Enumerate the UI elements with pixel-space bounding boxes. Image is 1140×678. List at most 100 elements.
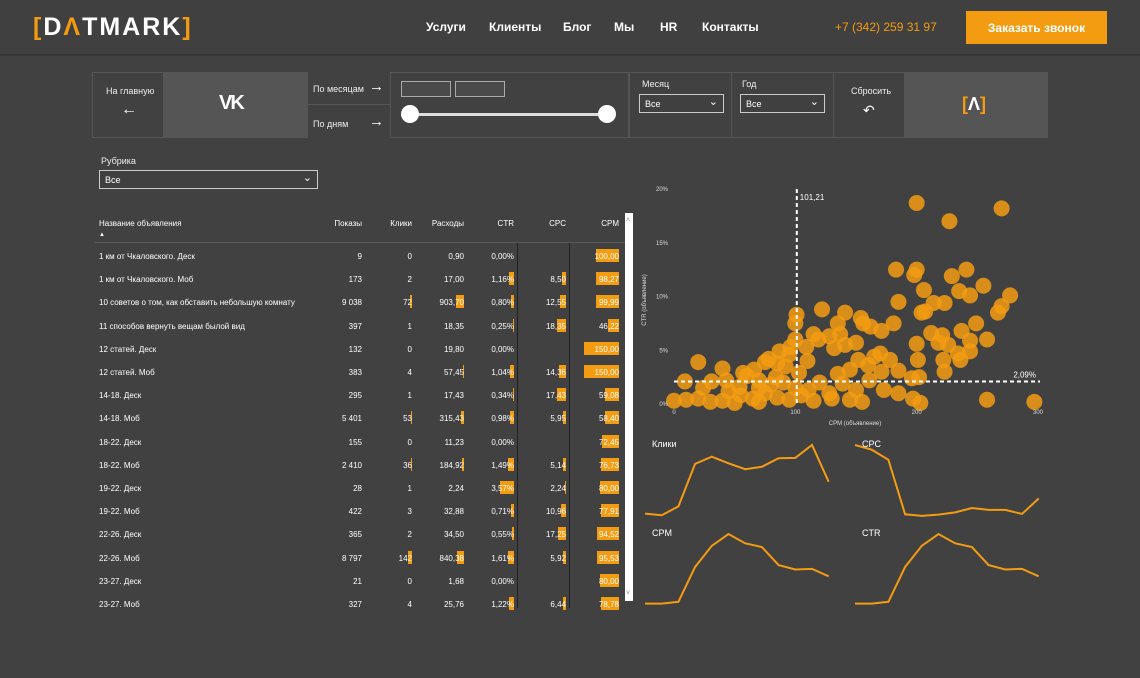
table-row[interactable]: 19-22. Деск 28 1 2,24 3,57% 2,24 80,00 [95,476,625,499]
scatter-point[interactable] [935,351,952,368]
scroll-up-icon[interactable]: ˄ [626,217,631,224]
scatter-point[interactable] [690,354,707,371]
scatter-point[interactable] [760,350,777,367]
table-row[interactable]: 23-27. Моб 327 4 25,76 1,22% 6,44 78,78 [95,592,625,615]
date-range-slider[interactable] [390,72,629,138]
table-row[interactable]: 18-22. Моб 2 410 36 184,92 1,49% 5,14 76,73 [95,453,625,476]
table-row[interactable]: 22-26. Деск 365 2 34,50 0,55% 17,25 94,52 [95,522,625,545]
scatter-point[interactable] [666,392,682,409]
datmark-tile[interactable]: [Λ] [905,72,1048,138]
table-row[interactable]: 19-22. Моб 422 3 32,88 0,71% 10,96 77,91 [95,499,625,522]
table-row[interactable]: 11 способов вернуть вещам былой вид 397 1 1… [95,314,625,337]
scatter-point[interactable] [829,365,846,382]
col-name[interactable]: Название объявления [99,219,182,228]
scroll-down-icon[interactable]: ˅ [626,590,631,597]
table-scrollbar[interactable]: ˄ ˅ [625,213,633,601]
nav-about[interactable]: Мы [614,20,635,34]
scatter-point[interactable] [975,277,992,294]
by-month-button[interactable]: По месяцам → [308,72,390,105]
by-day-button[interactable]: По дням → [308,105,390,138]
scatter-point[interactable] [873,322,890,339]
scatter-point[interactable] [890,293,907,310]
scatter-point[interactable] [915,282,932,299]
table-row[interactable]: 1 км от Чкаловского. Деск 9 0 0,90 0,00% 100,… [95,244,625,267]
scatter-point[interactable] [799,353,816,369]
scatter-point[interactable] [885,315,902,332]
scatter-point[interactable] [993,200,1010,217]
scatter-point[interactable] [936,363,953,380]
col-cpm[interactable]: CPM [601,219,619,228]
end-date-input[interactable] [455,81,505,97]
sort-asc-icon[interactable]: ▲ [99,232,105,238]
scatter-point[interactable] [787,331,804,348]
scatter-point[interactable] [826,340,843,357]
slider-end-handle[interactable] [598,105,616,123]
scatter-point[interactable] [805,392,822,409]
scatter-point[interactable] [979,331,996,348]
col-clicks[interactable]: Клики [390,219,412,228]
scatter-point[interactable] [738,368,755,385]
nav-clients[interactable]: Клиенты [489,20,542,34]
table-row[interactable]: 18-22. Деск 155 0 11,23 0,00% 72,45 [95,430,625,453]
table-row[interactable]: 23-27. Деск 21 0 1,68 0,00% 80,00 [95,569,625,592]
scatter-point[interactable] [750,393,767,410]
scatter-point[interactable] [811,374,828,391]
scatter-point[interactable] [814,301,831,318]
table-row[interactable]: 14-18. Моб 5 401 53 315,43 0,98% 5,95 58,40 [95,406,625,429]
scatter-point[interactable] [911,369,928,386]
col-impressions[interactable]: Показы [334,219,362,228]
table-row[interactable]: 14-18. Деск 295 1 17,43 0,34% 17,43 59,08 [95,383,625,406]
start-date-input[interactable] [401,81,451,97]
scatter-point[interactable] [941,213,958,230]
scatter-point[interactable] [989,304,1006,321]
home-button[interactable]: На главную ← [92,72,164,138]
scatter-point[interactable] [906,267,923,283]
col-cpc[interactable]: CPC [549,219,566,228]
table-row[interactable]: 1 км от Чкаловского. Моб 173 2 17,00 1,16% 8,… [95,267,625,290]
table-row[interactable]: 10 советов о том, как обставить небольшу… [95,290,625,313]
reset-button[interactable]: Сбросить ↶ [833,72,905,138]
phone-link[interactable]: +7 (342) 259 31 97 [835,20,937,34]
scatter-point[interactable] [787,379,804,396]
table-row[interactable]: 12 статей. Деск 132 0 19,80 0,00% 150,00 [95,337,625,360]
nav-contacts[interactable]: Контакты [702,20,759,34]
scatter-point[interactable] [943,268,960,285]
scatter-point[interactable] [823,390,840,407]
scatter-point[interactable] [909,351,926,368]
scatter-point[interactable] [1026,393,1043,410]
scatter-point[interactable] [726,394,743,411]
scatter-point[interactable] [790,364,807,381]
scatter-point[interactable] [912,394,929,411]
scatter-point[interactable] [890,385,907,402]
scatter-point[interactable] [873,363,890,380]
scatter-point[interactable] [841,391,858,408]
scatter-point[interactable] [917,303,934,320]
scatter-point[interactable] [781,391,798,408]
scatter-point[interactable] [720,383,737,400]
vk-tile[interactable]: VK [163,72,308,138]
scatter-point[interactable] [690,390,707,407]
col-spend[interactable]: Расходы [431,219,464,228]
scatter-point[interactable] [750,379,767,396]
datmark-logo[interactable]: [DΛTMARK] [33,13,193,41]
scatter-point[interactable] [702,393,719,410]
scatter-point[interactable] [936,294,953,311]
scatter-point[interactable] [787,315,804,332]
nav-blog[interactable]: Блог [563,20,592,34]
order-call-button[interactable]: Заказать звонок [966,11,1107,44]
scatter-point[interactable] [908,335,925,352]
scatter-point[interactable] [888,261,905,278]
scatter-point[interactable] [968,315,985,332]
table-row[interactable]: 12 статей. Моб 383 4 57,45 1,04% 14,36 150,00 [95,360,625,383]
year-select[interactable]: Все ⌄ [740,94,825,113]
scatter-point[interactable] [1002,287,1019,304]
scatter-point[interactable] [962,287,979,304]
scatter-point[interactable] [979,391,996,408]
scatter-point[interactable] [952,351,969,368]
scatter-point[interactable] [769,389,786,406]
scatter-point[interactable] [841,361,858,378]
scatter-point[interactable] [854,393,871,410]
rubric-select[interactable]: Все ⌄ [99,170,318,189]
scatter-point[interactable] [861,372,878,389]
col-ctr[interactable]: CTR [497,219,514,228]
